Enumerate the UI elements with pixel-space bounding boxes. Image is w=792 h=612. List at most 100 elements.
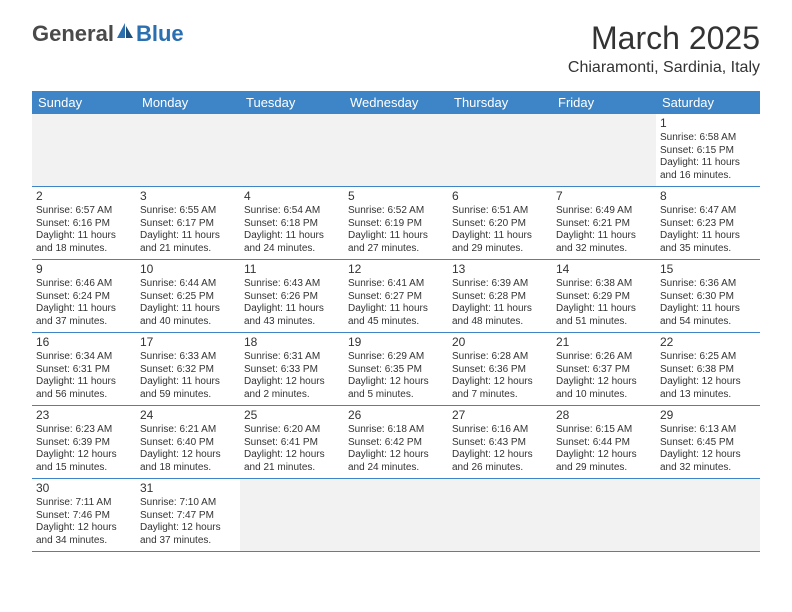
weekday-label: Monday — [136, 91, 240, 114]
logo-text-blue: Blue — [136, 21, 184, 47]
logo: General Blue — [32, 20, 184, 47]
day-number: 22 — [660, 335, 756, 350]
sunrise-text: Sunrise: 6:57 AM — [36, 205, 132, 218]
day-number: 24 — [140, 408, 236, 423]
sunset-text: Sunset: 6:21 PM — [556, 218, 652, 231]
weeks-container: 1Sunrise: 6:58 AMSunset: 6:15 PMDaylight… — [32, 114, 760, 552]
day-number: 14 — [556, 262, 652, 277]
day-cell: 26Sunrise: 6:18 AMSunset: 6:42 PMDayligh… — [344, 406, 448, 478]
sunrise-text: Sunrise: 6:46 AM — [36, 278, 132, 291]
daylight-text: Daylight: 11 hours and 37 minutes. — [36, 303, 132, 328]
day-cell-empty — [240, 479, 344, 551]
day-cell: 7Sunrise: 6:49 AMSunset: 6:21 PMDaylight… — [552, 187, 656, 259]
day-number: 25 — [244, 408, 340, 423]
sunset-text: Sunset: 6:30 PM — [660, 291, 756, 304]
title-block: March 2025 Chiaramonti, Sardinia, Italy — [568, 20, 760, 77]
day-cell: 31Sunrise: 7:10 AMSunset: 7:47 PMDayligh… — [136, 479, 240, 551]
day-number: 16 — [36, 335, 132, 350]
day-number: 17 — [140, 335, 236, 350]
day-cell-empty — [656, 479, 760, 551]
sunset-text: Sunset: 6:25 PM — [140, 291, 236, 304]
day-cell: 2Sunrise: 6:57 AMSunset: 6:16 PMDaylight… — [32, 187, 136, 259]
sunset-text: Sunset: 6:41 PM — [244, 437, 340, 450]
weekday-row: SundayMondayTuesdayWednesdayThursdayFrid… — [32, 91, 760, 114]
weekday-label: Friday — [552, 91, 656, 114]
month-title: March 2025 — [568, 20, 760, 57]
day-cell: 11Sunrise: 6:43 AMSunset: 6:26 PMDayligh… — [240, 260, 344, 332]
day-number: 9 — [36, 262, 132, 277]
daylight-text: Daylight: 12 hours and 7 minutes. — [452, 376, 548, 401]
day-number: 29 — [660, 408, 756, 423]
sunset-text: Sunset: 6:43 PM — [452, 437, 548, 450]
sunset-text: Sunset: 6:40 PM — [140, 437, 236, 450]
day-number: 18 — [244, 335, 340, 350]
daylight-text: Daylight: 11 hours and 21 minutes. — [140, 230, 236, 255]
day-number: 7 — [556, 189, 652, 204]
daylight-text: Daylight: 11 hours and 27 minutes. — [348, 230, 444, 255]
day-number: 5 — [348, 189, 444, 204]
sunrise-text: Sunrise: 6:52 AM — [348, 205, 444, 218]
sunrise-text: Sunrise: 6:54 AM — [244, 205, 340, 218]
daylight-text: Daylight: 12 hours and 21 minutes. — [244, 449, 340, 474]
day-number: 8 — [660, 189, 756, 204]
day-cell: 23Sunrise: 6:23 AMSunset: 6:39 PMDayligh… — [32, 406, 136, 478]
day-cell-empty — [448, 479, 552, 551]
sunrise-text: Sunrise: 6:23 AM — [36, 424, 132, 437]
sunset-text: Sunset: 6:23 PM — [660, 218, 756, 231]
sunset-text: Sunset: 6:16 PM — [36, 218, 132, 231]
daylight-text: Daylight: 11 hours and 56 minutes. — [36, 376, 132, 401]
day-number: 13 — [452, 262, 548, 277]
sunset-text: Sunset: 6:15 PM — [660, 145, 756, 158]
sunset-text: Sunset: 6:45 PM — [660, 437, 756, 450]
day-cell: 27Sunrise: 6:16 AMSunset: 6:43 PMDayligh… — [448, 406, 552, 478]
day-number: 1 — [660, 116, 756, 131]
day-cell-empty — [136, 114, 240, 186]
sunset-text: Sunset: 7:46 PM — [36, 510, 132, 523]
sunset-text: Sunset: 6:31 PM — [36, 364, 132, 377]
week-row: 23Sunrise: 6:23 AMSunset: 6:39 PMDayligh… — [32, 406, 760, 479]
sunset-text: Sunset: 6:36 PM — [452, 364, 548, 377]
sunrise-text: Sunrise: 6:55 AM — [140, 205, 236, 218]
day-cell-empty — [344, 114, 448, 186]
day-number: 6 — [452, 189, 548, 204]
sunrise-text: Sunrise: 6:39 AM — [452, 278, 548, 291]
sunrise-text: Sunrise: 6:51 AM — [452, 205, 548, 218]
day-cell: 15Sunrise: 6:36 AMSunset: 6:30 PMDayligh… — [656, 260, 760, 332]
sunset-text: Sunset: 6:27 PM — [348, 291, 444, 304]
day-cell: 6Sunrise: 6:51 AMSunset: 6:20 PMDaylight… — [448, 187, 552, 259]
sunset-text: Sunset: 6:35 PM — [348, 364, 444, 377]
day-number: 26 — [348, 408, 444, 423]
sunset-text: Sunset: 6:29 PM — [556, 291, 652, 304]
weekday-label: Thursday — [448, 91, 552, 114]
week-row: 2Sunrise: 6:57 AMSunset: 6:16 PMDaylight… — [32, 187, 760, 260]
sunrise-text: Sunrise: 6:21 AM — [140, 424, 236, 437]
day-number: 12 — [348, 262, 444, 277]
sunset-text: Sunset: 6:44 PM — [556, 437, 652, 450]
sunrise-text: Sunrise: 6:43 AM — [244, 278, 340, 291]
daylight-text: Daylight: 11 hours and 18 minutes. — [36, 230, 132, 255]
daylight-text: Daylight: 12 hours and 5 minutes. — [348, 376, 444, 401]
sunrise-text: Sunrise: 6:18 AM — [348, 424, 444, 437]
sunrise-text: Sunrise: 6:36 AM — [660, 278, 756, 291]
daylight-text: Daylight: 12 hours and 24 minutes. — [348, 449, 444, 474]
day-number: 15 — [660, 262, 756, 277]
sunrise-text: Sunrise: 6:25 AM — [660, 351, 756, 364]
weekday-label: Tuesday — [240, 91, 344, 114]
week-row: 16Sunrise: 6:34 AMSunset: 6:31 PMDayligh… — [32, 333, 760, 406]
sail-icon — [114, 20, 136, 47]
daylight-text: Daylight: 11 hours and 40 minutes. — [140, 303, 236, 328]
day-cell: 28Sunrise: 6:15 AMSunset: 6:44 PMDayligh… — [552, 406, 656, 478]
sunset-text: Sunset: 6:24 PM — [36, 291, 132, 304]
day-number: 3 — [140, 189, 236, 204]
day-cell: 9Sunrise: 6:46 AMSunset: 6:24 PMDaylight… — [32, 260, 136, 332]
sunset-text: Sunset: 6:19 PM — [348, 218, 444, 231]
weekday-label: Sunday — [32, 91, 136, 114]
day-number: 30 — [36, 481, 132, 496]
day-number: 2 — [36, 189, 132, 204]
sunrise-text: Sunrise: 6:16 AM — [452, 424, 548, 437]
sunrise-text: Sunrise: 7:10 AM — [140, 497, 236, 510]
sunrise-text: Sunrise: 6:38 AM — [556, 278, 652, 291]
day-cell: 21Sunrise: 6:26 AMSunset: 6:37 PMDayligh… — [552, 333, 656, 405]
day-cell-empty — [344, 479, 448, 551]
sunrise-text: Sunrise: 6:13 AM — [660, 424, 756, 437]
